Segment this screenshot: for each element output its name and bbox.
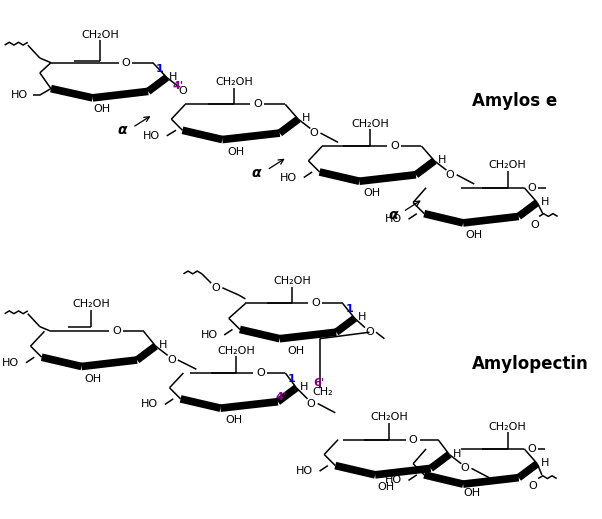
Text: HO: HO: [143, 131, 160, 141]
Text: CH₂: CH₂: [312, 387, 333, 398]
Text: HO: HO: [280, 172, 297, 183]
Text: α: α: [117, 124, 127, 138]
Text: O: O: [365, 327, 374, 337]
Text: 4': 4': [172, 81, 184, 91]
Text: H: H: [159, 340, 167, 350]
Text: H: H: [300, 382, 308, 392]
Text: α: α: [252, 166, 261, 180]
Text: Amylos e: Amylos e: [473, 92, 557, 110]
Text: CH₂OH: CH₂OH: [489, 160, 527, 170]
Text: O: O: [527, 444, 536, 454]
Text: O: O: [309, 128, 318, 138]
Text: H: H: [358, 312, 367, 322]
Text: HO: HO: [296, 466, 313, 476]
Text: O: O: [122, 58, 131, 67]
Text: H: H: [438, 155, 446, 165]
Text: OH: OH: [364, 188, 381, 198]
Text: CH₂OH: CH₂OH: [370, 413, 408, 422]
Text: α: α: [388, 208, 397, 222]
Text: HO: HO: [2, 358, 19, 368]
Text: O: O: [211, 283, 220, 293]
Text: CH₂OH: CH₂OH: [217, 346, 255, 356]
Text: 6': 6': [313, 378, 324, 388]
Text: CH₂OH: CH₂OH: [273, 276, 311, 286]
Text: O: O: [311, 298, 320, 308]
Text: OH: OH: [466, 230, 483, 240]
Text: O: O: [178, 86, 187, 97]
Text: H: H: [541, 197, 549, 207]
Text: 4': 4': [275, 392, 286, 402]
Text: H: H: [169, 72, 178, 81]
Text: HO: HO: [200, 330, 218, 340]
Text: 1: 1: [346, 304, 353, 314]
Text: O: O: [307, 399, 315, 408]
Text: HO: HO: [141, 400, 158, 409]
Text: O: O: [253, 99, 262, 110]
Text: O: O: [530, 220, 539, 230]
Text: OH: OH: [377, 482, 395, 492]
Text: O: O: [256, 368, 265, 378]
Text: HO: HO: [385, 214, 402, 224]
Text: O: O: [461, 463, 470, 473]
Text: OH: OH: [288, 346, 305, 356]
Text: CH₂OH: CH₂OH: [216, 77, 253, 87]
Text: HO: HO: [11, 90, 28, 100]
Text: O: O: [409, 434, 417, 445]
Text: H: H: [541, 458, 549, 468]
Text: OH: OH: [93, 104, 110, 114]
Text: CH₂OH: CH₂OH: [352, 119, 389, 129]
Text: OH: OH: [228, 146, 245, 157]
Text: O: O: [445, 170, 455, 180]
Text: Amylopectin: Amylopectin: [473, 354, 589, 373]
Text: 1: 1: [288, 374, 296, 384]
Text: H: H: [453, 448, 461, 459]
Text: O: O: [390, 141, 399, 151]
Text: OH: OH: [226, 415, 243, 425]
Text: O: O: [113, 326, 121, 336]
Text: O: O: [527, 183, 536, 193]
Text: O: O: [167, 355, 176, 365]
Text: HO: HO: [385, 475, 402, 485]
Text: H: H: [302, 113, 310, 123]
Text: CH₂OH: CH₂OH: [72, 299, 110, 309]
Text: OH: OH: [464, 488, 481, 498]
Text: CH₂OH: CH₂OH: [81, 30, 119, 40]
Text: 1: 1: [155, 64, 163, 74]
Text: O: O: [528, 481, 537, 491]
Text: OH: OH: [84, 374, 101, 384]
Text: CH₂OH: CH₂OH: [489, 421, 527, 432]
